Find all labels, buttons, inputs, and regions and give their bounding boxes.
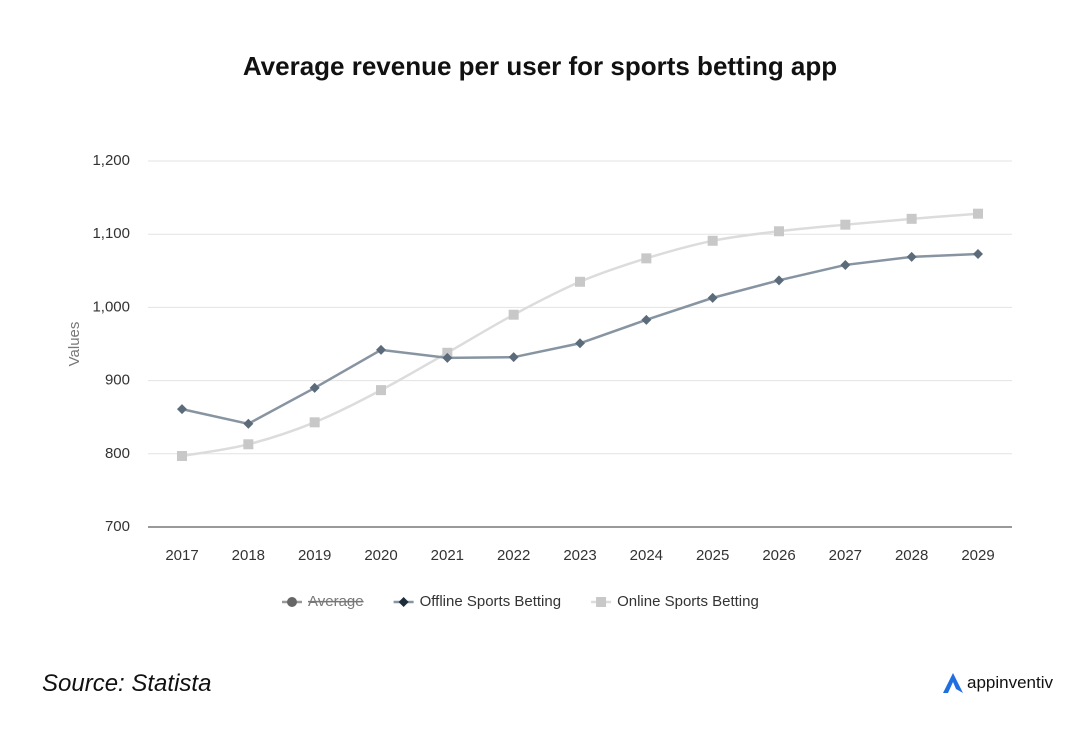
legend-label: Average [308,593,364,610]
data-point [508,352,519,363]
data-point [243,439,254,450]
data-point [575,338,585,349]
y-tick-label: 900 [105,372,130,389]
x-tick-label: 2019 [298,547,331,564]
x-tick-label: 2020 [364,547,397,564]
source: Source: Statista [42,670,212,697]
data-point [840,219,851,230]
y-tick-label: 700 [105,518,130,535]
data-point [508,309,519,320]
data-point [442,347,453,358]
data-point [575,276,585,287]
data-point [641,314,652,325]
x-tick-label: 2025 [696,547,729,564]
data-point [840,259,851,270]
x-tick-label: 2029 [961,547,994,564]
data-point [641,253,652,264]
x-tick-label: 2024 [630,547,663,564]
y-tick-label: 1,100 [92,225,130,242]
data-point [376,344,386,355]
brand: appinventiv [942,672,1053,694]
data-point [177,450,187,461]
data-point [906,213,917,224]
data-point [376,385,386,396]
x-tick-label: 2017 [165,547,198,564]
y-tick-label: 1,200 [92,152,130,169]
x-tick-label: 2027 [829,547,862,564]
brand-logo [943,673,963,693]
legend-label: Online Sports Betting [617,593,759,610]
x-tick-label: 2026 [762,547,795,564]
data-point [243,418,254,429]
data-point [906,251,917,262]
legend-marker [287,597,297,607]
data-point [442,352,453,363]
brand-name: appinventiv [967,673,1054,692]
x-tick-label: 2018 [232,547,265,564]
data-point [309,382,320,393]
x-tick-label: 2022 [497,547,530,564]
legend-label: Offline Sports Betting [420,593,561,610]
legend-marker [596,597,607,607]
series-line [181,212,979,458]
data-point [309,417,320,428]
x-tick-label: 2021 [431,547,464,564]
y-tick-label: 1,000 [92,298,130,315]
y-axis-label: Values [66,322,83,367]
data-point [973,208,983,219]
y-tick-label: 800 [105,445,130,462]
data-point [973,248,983,259]
data-point [774,226,784,237]
chart-title: Average revenue per user for sports bett… [243,51,837,81]
legend-marker [398,597,409,607]
data-point [707,292,718,303]
data-point [774,275,784,286]
x-tick-label: 2028 [895,547,928,564]
data-point [707,235,718,246]
x-tick-label: 2023 [563,547,596,564]
data-point [177,404,187,415]
